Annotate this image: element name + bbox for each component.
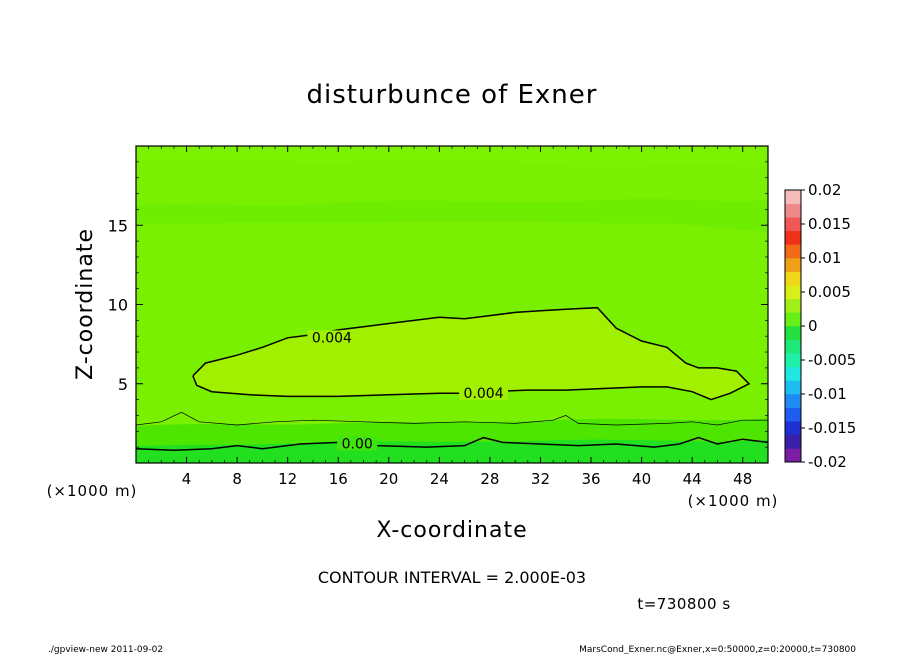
- x-axis: 4 8 12 16 20 24 28 32 36 40 44 48: [148, 146, 756, 488]
- x-tick-label: 48: [733, 470, 752, 488]
- colorbar-tick-label: 0.01: [808, 249, 841, 267]
- chart-title: disturbunce of Exner: [307, 80, 598, 110]
- colorbar-tick-label: 0.02: [808, 181, 841, 199]
- colorbar-swatch: [785, 366, 801, 381]
- colorbar-swatch: [785, 353, 801, 368]
- x-tick-label: 12: [278, 470, 297, 488]
- colorbar-swatch: [785, 271, 801, 286]
- colorbar-tick-label: 0: [808, 317, 818, 335]
- colorbar-swatch: [785, 448, 801, 463]
- colorbar-tick-label: -0.005: [808, 351, 856, 369]
- x-unit-right: (×1000 m): [688, 492, 779, 510]
- colorbar-swatch: [785, 258, 801, 272]
- x-tick-label: 44: [683, 470, 702, 488]
- y-axis: 5 10 15: [108, 161, 768, 448]
- plot-area: 0.004 0.004 0.00: [135, 145, 769, 464]
- field-background: [136, 146, 768, 463]
- contour-line-0.004: [192, 306, 751, 401]
- time-label: t=730800 s: [637, 595, 730, 613]
- footer-left: ./gpview-new 2011-09-02: [48, 645, 163, 654]
- colorbar-swatch: [785, 230, 801, 245]
- x-tick-label: 40: [632, 470, 651, 488]
- x-unit-left: (×1000 m): [47, 482, 138, 500]
- x-tick-label: 36: [581, 470, 600, 488]
- contour-label: 0.004: [464, 386, 504, 402]
- x-tick-label: 24: [430, 470, 449, 488]
- colorbar-swatch: [785, 312, 801, 327]
- colorbar: 0.02 0.015 0.01 0.005 0 -0.005 -0.01 -0.015 -0.0…: [784, 181, 856, 471]
- contour-label-bg: [307, 330, 357, 345]
- contour-label-bg: [459, 385, 509, 400]
- colorbar-swatch: [785, 298, 801, 313]
- colorbar-tick-label: 0.015: [808, 215, 851, 233]
- contour-label: 0.00: [342, 437, 373, 453]
- field-band-top: [136, 146, 768, 168]
- contour-interval-label: CONTOUR INTERVAL = 2.000E-03: [318, 568, 586, 587]
- contour-label-bg: [337, 436, 378, 451]
- contour-label: 0.004: [312, 330, 352, 346]
- x-tick-label: 32: [531, 470, 550, 488]
- colorbar-swatch: [785, 285, 801, 300]
- colorbar-swatch: [785, 394, 801, 408]
- x-tick-label: 16: [329, 470, 348, 488]
- x-tick-label: 4: [182, 470, 192, 488]
- footer-right: MarsCond_Exner.nc@Exner,x=0:50000,z=0:20…: [579, 645, 856, 654]
- colorbar-swatch: [785, 339, 801, 354]
- colorbar-swatch: [785, 421, 801, 436]
- x-axis-label: X-coordinate: [376, 518, 527, 543]
- colorbar-swatch: [785, 326, 801, 340]
- x-tick-label: 20: [379, 470, 398, 488]
- colorbar-tick-label: -0.01: [808, 385, 847, 403]
- colorbar-swatch: [785, 217, 801, 232]
- x-tick-label: 28: [480, 470, 499, 488]
- contour-fill-0.004: [192, 307, 749, 400]
- colorbar-tick-label: -0.015: [808, 419, 856, 437]
- colorbar-swatch: [785, 190, 801, 204]
- y-tick-label: 10: [108, 296, 128, 315]
- colorbar-swatch: [785, 244, 801, 259]
- y-tick-label: 15: [108, 216, 128, 235]
- y-axis-label: Z-coordinate: [73, 228, 98, 380]
- y-tick-label: 5: [118, 375, 128, 394]
- x-tick-label: 8: [232, 470, 242, 488]
- contour-line-0: [135, 436, 769, 452]
- contour-lines: [135, 306, 769, 452]
- colorbar-swatch: [785, 407, 801, 422]
- colorbar-tick-label: 0.005: [808, 283, 851, 301]
- contour-line-0.002: [135, 411, 768, 426]
- contour-blob-fill: [192, 307, 749, 400]
- field-band-upper: [136, 198, 768, 232]
- colorbar-swatch: [785, 380, 801, 395]
- colorbar-swatch: [785, 203, 801, 218]
- colorbar-swatch: [785, 434, 801, 449]
- contour-labels: 0.004 0.004 0.00: [307, 330, 509, 453]
- colorbar-tick-label: -0.02: [808, 453, 847, 471]
